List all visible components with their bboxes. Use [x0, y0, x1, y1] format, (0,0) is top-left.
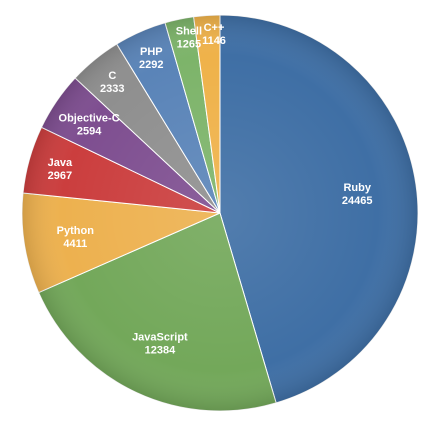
slice-name: Java: [48, 157, 73, 169]
slice-value: 2333: [100, 83, 124, 95]
slice-label-java: Java 2967: [48, 157, 73, 182]
pie-labels: Ruby 24465 JavaScript 12384 Python 4411 Java 29…: [48, 22, 373, 356]
slice-name: Python: [57, 225, 95, 237]
slice-name: Objective-C: [59, 113, 120, 125]
slice-name: JavaScript: [132, 331, 188, 343]
slice-value: 2292: [139, 59, 163, 71]
slice-value: 24465: [342, 195, 373, 207]
slice-label-c-: C++ 1146: [202, 22, 226, 47]
slice-value: 2967: [48, 170, 72, 182]
slice-label-javascript: JavaScript 12384: [132, 331, 188, 356]
slice-name: Shell: [176, 26, 202, 38]
slice-label-objective-c: Objective-C 2594: [59, 113, 120, 138]
slice-label-php: PHP 2292: [139, 46, 163, 71]
slice-name: C++: [204, 22, 225, 34]
slice-label-shell: Shell 1265: [176, 26, 202, 51]
slice-value: 12384: [145, 344, 176, 356]
slice-label-c: C 2333: [100, 70, 124, 95]
slice-value: 1146: [202, 35, 226, 47]
slice-name: Ruby: [343, 182, 371, 194]
slice-value: 2594: [77, 126, 102, 138]
slice-value: 4411: [63, 238, 87, 250]
slice-name: C: [108, 70, 116, 82]
slice-value: 1265: [177, 39, 201, 51]
slice-label-python: Python 4411: [57, 225, 95, 250]
slice-name: PHP: [140, 46, 163, 58]
pie-slices: [21, 14, 419, 412]
slice-label-ruby: Ruby 24465: [342, 182, 373, 207]
